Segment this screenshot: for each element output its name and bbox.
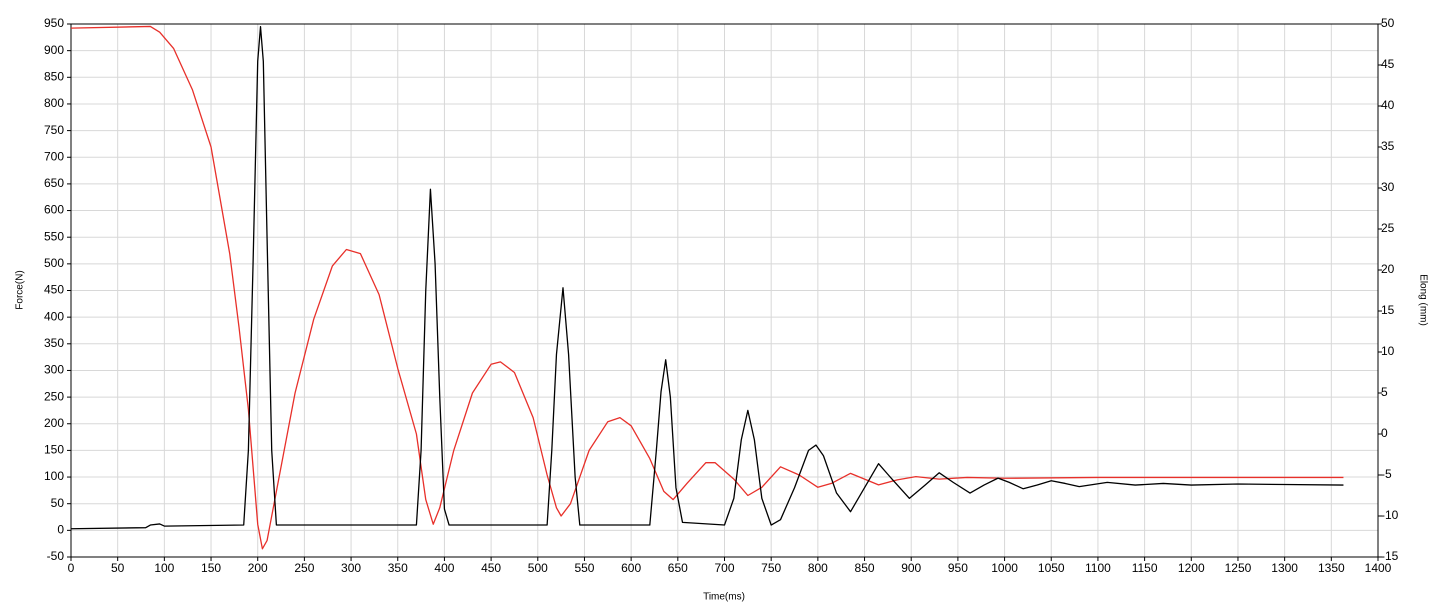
x-tick-label: 100 (154, 561, 174, 575)
plot-border (70, 23, 1379, 558)
y-tick-label: 100 (44, 469, 64, 483)
y-tick-label: -50 (47, 549, 65, 563)
x-tick-label: 1350 (1318, 561, 1345, 575)
x-tick-label: 1150 (1132, 561, 1158, 575)
y-tick-label: 400 (44, 309, 64, 323)
x-tick-label: 500 (528, 561, 548, 575)
y-tick-label: 450 (44, 283, 64, 297)
x-tick-label: 850 (855, 561, 875, 575)
y-tick-label: 650 (44, 176, 64, 190)
x-tick-label: 250 (294, 561, 314, 575)
y2-tick-label: 50 (1381, 16, 1395, 30)
x-tick-label: 800 (808, 561, 828, 575)
y2-tick-label: 15 (1381, 303, 1395, 317)
y-axis-label: Force(N) (15, 270, 26, 309)
x-tick-label: 600 (621, 561, 641, 575)
y-tick-label: 0 (57, 523, 64, 537)
y-tick-label: 50 (51, 496, 65, 510)
x-tick-label: 0 (68, 561, 75, 575)
y2-tick-label: -5 (1381, 467, 1392, 481)
x-tick-label: 300 (341, 561, 361, 575)
x-tick-label: 1050 (1038, 561, 1065, 575)
y-tick-label: 750 (44, 123, 64, 137)
y-tick-label: 350 (44, 336, 64, 350)
y2-tick-label: 30 (1381, 180, 1395, 194)
x-tick-label: 50 (111, 561, 125, 575)
x-tick-label: 1300 (1271, 561, 1298, 575)
x-tick-label: 450 (481, 561, 501, 575)
series-line (70, 26, 1344, 530)
series-line (70, 25, 1344, 550)
x-tick-label: 150 (201, 561, 221, 575)
x-tick-label: 900 (901, 561, 921, 575)
x-tick-label: 1100 (1085, 561, 1111, 575)
y2-tick-label: 25 (1381, 221, 1395, 235)
y-tick-label: 250 (44, 389, 64, 403)
y-tick-label: 800 (44, 96, 64, 110)
y-tick-label: 550 (44, 229, 64, 243)
x-tick-label: 1250 (1225, 561, 1252, 575)
y-tick-label: 150 (44, 443, 64, 457)
x-tick-label: 400 (434, 561, 454, 575)
x-tick-label: 650 (668, 561, 688, 575)
y-tick-label: 200 (44, 416, 64, 430)
x-axis-label: Time(ms) (703, 592, 745, 603)
x-tick-label: 1400 (1365, 561, 1392, 575)
y2-tick-label: 5 (1381, 385, 1388, 399)
y2-tick-label: 20 (1381, 262, 1395, 276)
y2-tick-label: 35 (1381, 139, 1395, 153)
y-tick-label: 300 (44, 363, 64, 377)
x-tick-label: 750 (761, 561, 781, 575)
y2-tick-label: 40 (1381, 98, 1395, 112)
y-tick-label: 700 (44, 149, 64, 163)
x-tick-label: 700 (714, 561, 734, 575)
x-tick-label: 1000 (991, 561, 1018, 575)
x-tick-label: 1200 (1178, 561, 1205, 575)
y-tick-label: 850 (44, 69, 64, 83)
y-tick-label: 500 (44, 256, 64, 270)
y2-tick-label: 10 (1381, 344, 1395, 358)
y-tick-label: 600 (44, 203, 64, 217)
x-tick-label: 950 (948, 561, 968, 575)
x-tick-label: 350 (388, 561, 408, 575)
y2-tick-label: 0 (1381, 426, 1388, 440)
y-tick-label: 950 (44, 16, 64, 30)
x-tick-label: 200 (248, 561, 268, 575)
y-tick-label: 900 (44, 43, 64, 57)
x-tick-label: 550 (574, 561, 594, 575)
y2-tick-label: -15 (1381, 549, 1399, 563)
y2-tick-label: -10 (1381, 508, 1399, 522)
y2-tick-label: 45 (1381, 57, 1395, 71)
y2-axis-label: Elong (mm) (1417, 274, 1428, 326)
